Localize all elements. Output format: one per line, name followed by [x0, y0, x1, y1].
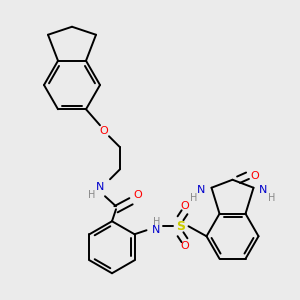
Text: N: N: [152, 225, 161, 235]
Text: O: O: [100, 126, 108, 136]
Text: H: H: [190, 193, 197, 203]
Text: O: O: [250, 171, 259, 181]
Text: N: N: [259, 185, 268, 195]
Text: O: O: [180, 201, 189, 211]
Text: H: H: [153, 217, 160, 227]
Text: N: N: [197, 185, 206, 195]
Text: S: S: [176, 220, 185, 233]
Text: N: N: [96, 182, 104, 192]
Text: O: O: [180, 241, 189, 251]
Text: H: H: [88, 190, 96, 200]
Text: H: H: [268, 193, 275, 203]
Text: O: O: [134, 190, 142, 200]
